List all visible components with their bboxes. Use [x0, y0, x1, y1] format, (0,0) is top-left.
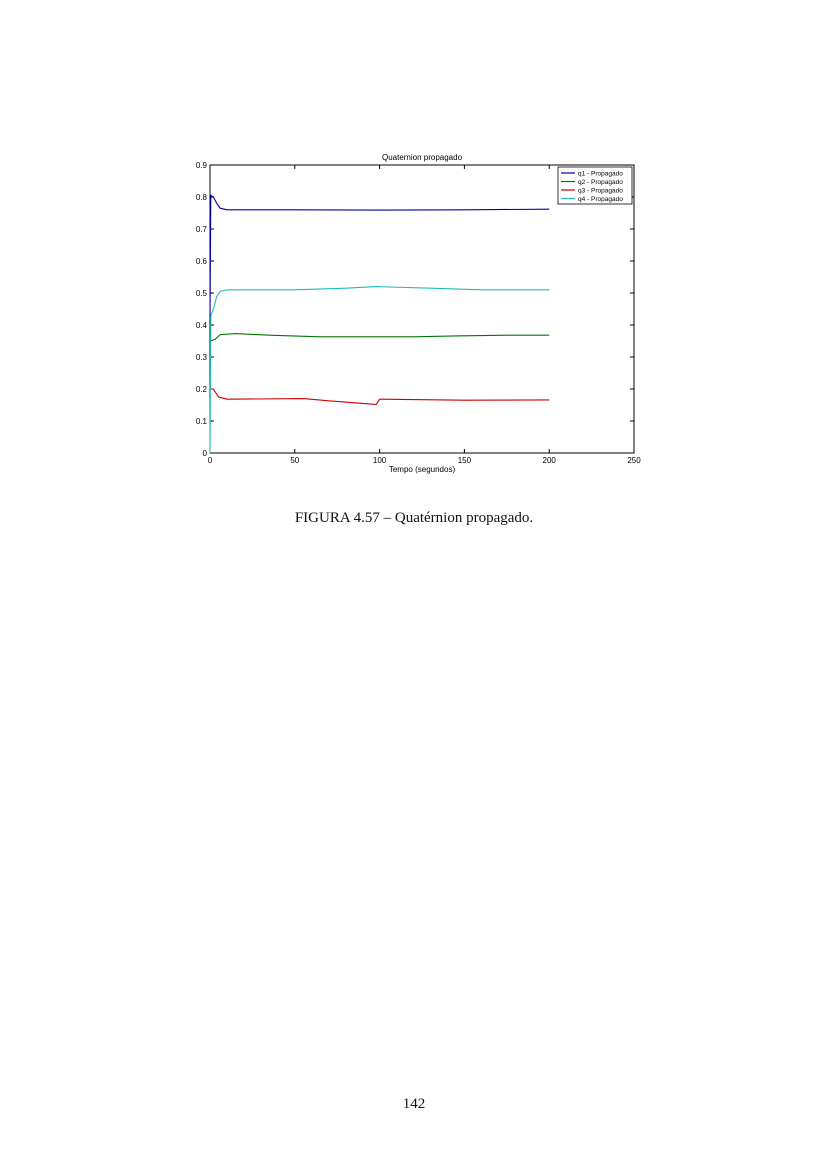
- legend-label: q3 - Propagado: [578, 188, 623, 195]
- legend-label: q4 - Propagado: [578, 196, 623, 203]
- series-line-q3: [210, 388, 550, 405]
- legend-label: q1 - Propagado: [578, 171, 623, 178]
- y-tick-label: 0.9: [196, 161, 208, 170]
- chart: Quaternion propagado Tempo (segundos) 0 50 1…: [196, 153, 641, 474]
- legend-label: q2 - Propagado: [578, 179, 623, 186]
- x-tick-label: 100: [373, 456, 387, 465]
- figure-caption: FIGURA 4.57 – Quatérnion propagado.: [294, 510, 534, 526]
- chart-title: Quaternion propagado: [382, 153, 463, 162]
- x-tick-label: 50: [290, 456, 299, 465]
- series-line-q4: [209, 286, 550, 454]
- y-tick-label: 0.1: [196, 417, 208, 426]
- x-tick-label: 200: [543, 456, 557, 465]
- y-tick-label: 0.5: [196, 289, 208, 298]
- y-tick-label: 0.6: [196, 257, 208, 266]
- x-tick-label: 0: [208, 456, 213, 465]
- y-tick-label: 0.3: [196, 353, 208, 362]
- plot-frame: [209, 164, 635, 454]
- y-tick-label: 0: [203, 449, 208, 458]
- series-line-q1: [209, 194, 550, 316]
- y-tick-label: 0.7: [196, 225, 208, 234]
- y-tick-label: 0.4: [196, 321, 208, 330]
- x-tick-label: 150: [458, 456, 472, 465]
- y-tick-label: 0.8: [196, 193, 208, 202]
- series-line-q2: [209, 333, 550, 342]
- x-tick-label: 250: [627, 456, 641, 465]
- page-number: 142: [402, 1096, 426, 1112]
- y-tick-label: 0.2: [196, 385, 208, 394]
- x-axis-label: Tempo (segundos): [389, 465, 456, 474]
